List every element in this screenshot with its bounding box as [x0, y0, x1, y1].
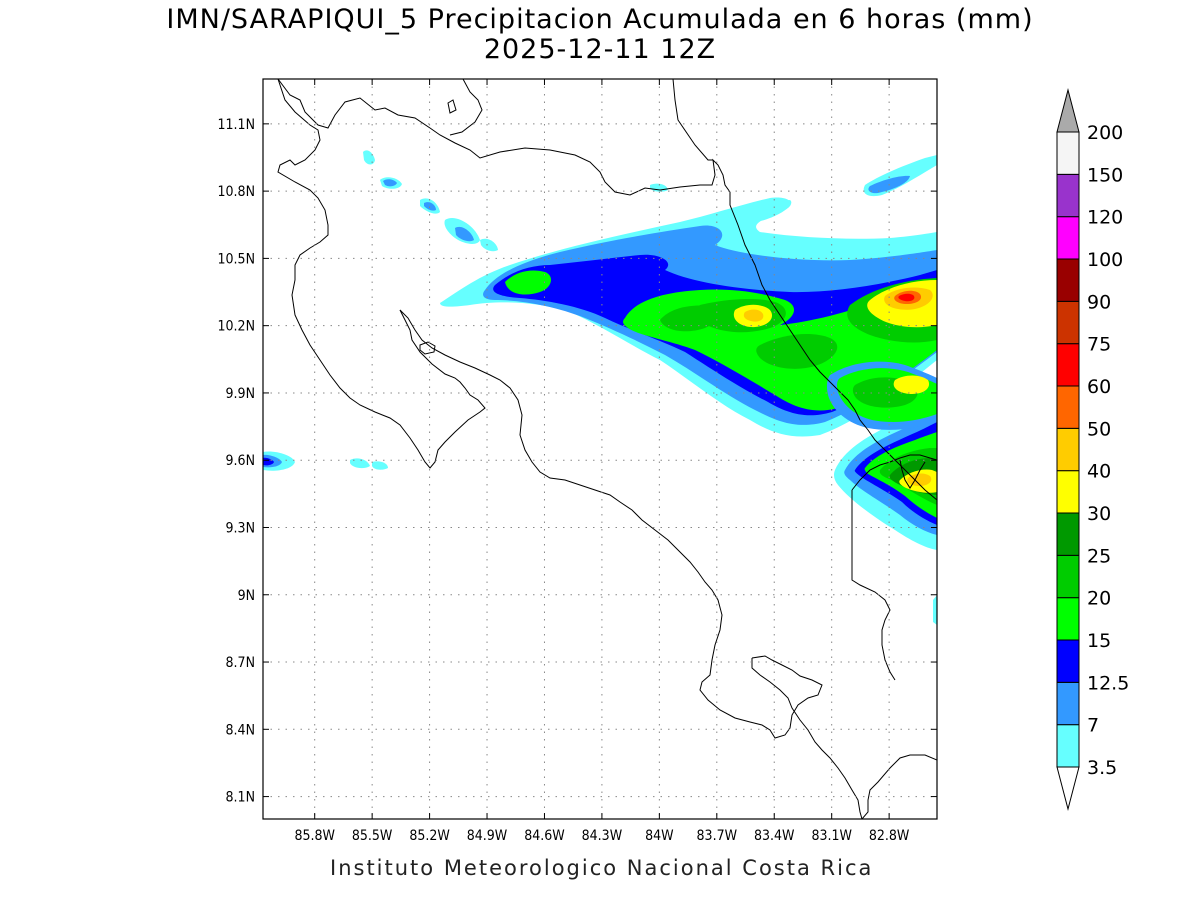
map-frame [262, 78, 938, 820]
colorbar-swatch [1056, 639, 1080, 683]
colorbar-swatch [1056, 724, 1080, 768]
colorbar-swatch [1056, 470, 1080, 514]
x-tick-label: 85.2W [409, 828, 450, 844]
map-title: IMN/SARAPIQUI_5 Precipitacion Acumulada … [166, 4, 1034, 35]
colorbar-label: 30 [1087, 503, 1111, 525]
x-tick-label: 83.1W [811, 828, 852, 844]
precip-patch [263, 457, 274, 466]
x-axis-ticks: 85.8W 85.5W 85.2W 84.9W 84.6W 84.3W 84W 83.7W 83… [294, 79, 910, 844]
colorbar-swatch [1056, 554, 1080, 599]
precip-patch [480, 238, 498, 252]
coastlines [277, 79, 937, 819]
colorbar-label: 75 [1087, 334, 1111, 356]
colorbar: 3.5 7 12.5 15 20 25 30 40 50 60 75 90 100 120 150 200 [1056, 88, 1129, 811]
x-tick-label: 84.9W [467, 828, 508, 844]
colorbar-swatch [1056, 512, 1080, 556]
colorbar-label: 100 [1087, 249, 1123, 271]
colorbar-label: 12.5 [1087, 672, 1129, 694]
y-tick-label: 9.6N [226, 453, 255, 469]
x-tick-label: 84W [645, 828, 674, 844]
precip-band-north [505, 270, 552, 295]
precip-band-north [743, 309, 764, 322]
colorbar-upper-triangle [1056, 88, 1080, 133]
colorbar-swatch [1056, 216, 1080, 260]
colorbar-lower-triangle [1056, 766, 1080, 811]
coastline-nicaragua-north [449, 79, 483, 136]
colorbar-label: 7 [1087, 715, 1099, 737]
y-tick-label: 8.1N [226, 790, 255, 806]
x-tick-label: 84.3W [582, 828, 623, 844]
colorbar-swatch [1056, 597, 1080, 641]
precip-patch [350, 458, 370, 469]
precip-patch [933, 595, 937, 625]
x-tick-label: 82.8W [869, 828, 910, 844]
precip-patch [893, 375, 930, 394]
y-tick-label: 11.1N [218, 117, 255, 133]
colorbar-swatch [1056, 173, 1080, 218]
coastline-caribbean [672, 79, 713, 161]
y-tick-label: 10.2N [218, 319, 255, 335]
colorbar-label: 15 [1087, 630, 1111, 652]
precip-patch [455, 226, 474, 242]
island-lake [419, 341, 436, 355]
x-tick-label: 85.5W [352, 828, 393, 844]
colorbar-swatch [1056, 385, 1080, 429]
y-tick-label: 10.8N [218, 184, 255, 200]
colorbar-label: 3.5 [1087, 757, 1117, 779]
coastline-osa [751, 658, 863, 819]
precip-band-north [898, 293, 915, 302]
island-lake-north [447, 99, 457, 114]
y-tick-label: 8.4N [226, 722, 255, 738]
colorbar-label: 25 [1087, 545, 1111, 567]
colorbar-swatch [1056, 343, 1080, 387]
map-subtitle-datetime: 2025-12-11 12Z [483, 34, 717, 65]
colorbar-label: 40 [1087, 461, 1111, 483]
colorbar-swatch [1056, 681, 1080, 726]
colorbar-label: 60 [1087, 376, 1111, 398]
coastline-pacific-northwest [277, 79, 486, 469]
coastline-panama-north [899, 459, 926, 489]
precip-patch [372, 461, 388, 470]
colorbar-swatch [1056, 300, 1080, 345]
x-tick-label: 83.7W [697, 828, 738, 844]
colorbar-label: 200 [1087, 122, 1123, 144]
y-tick-label: 9.3N [226, 520, 255, 536]
x-tick-label: 84.6W [524, 828, 565, 844]
precip-patch [383, 179, 397, 187]
coastline-nicaragua-lake [277, 79, 731, 196]
colorbar-label: 120 [1087, 207, 1123, 229]
colorbar-label: 20 [1087, 588, 1111, 610]
colorbar-swatch [1056, 131, 1080, 175]
precip-patch [424, 202, 436, 211]
y-tick-label: 8.7N [226, 655, 255, 671]
coastline-panama-pacific [861, 754, 937, 819]
colorbar-label: 150 [1087, 164, 1123, 186]
precip-patch [363, 150, 375, 165]
y-axis-ticks: 11.1N 10.8N 10.5N 10.2N 9.9N 9.6N 9.3N 9N 8.7N 8.… [218, 117, 937, 806]
y-tick-label: 9N [238, 588, 255, 604]
colorbar-label: 50 [1087, 418, 1111, 440]
precip-patch [740, 200, 792, 223]
colorbar-swatch [1056, 427, 1080, 472]
y-tick-label: 10.5N [218, 251, 255, 267]
footer-credit: Instituto Meteorologico Nacional Costa R… [330, 856, 874, 880]
coastline-nicoya-gulf [399, 309, 823, 739]
map-grid [263, 79, 937, 819]
colorbar-label: 90 [1087, 291, 1111, 313]
x-tick-label: 85.8W [294, 828, 335, 844]
x-tick-label: 83.4W [754, 828, 795, 844]
y-tick-label: 9.9N [226, 386, 255, 402]
coastline-bocas [851, 454, 937, 491]
precip-band-north [756, 334, 838, 369]
colorbar-swatch [1056, 258, 1080, 302]
